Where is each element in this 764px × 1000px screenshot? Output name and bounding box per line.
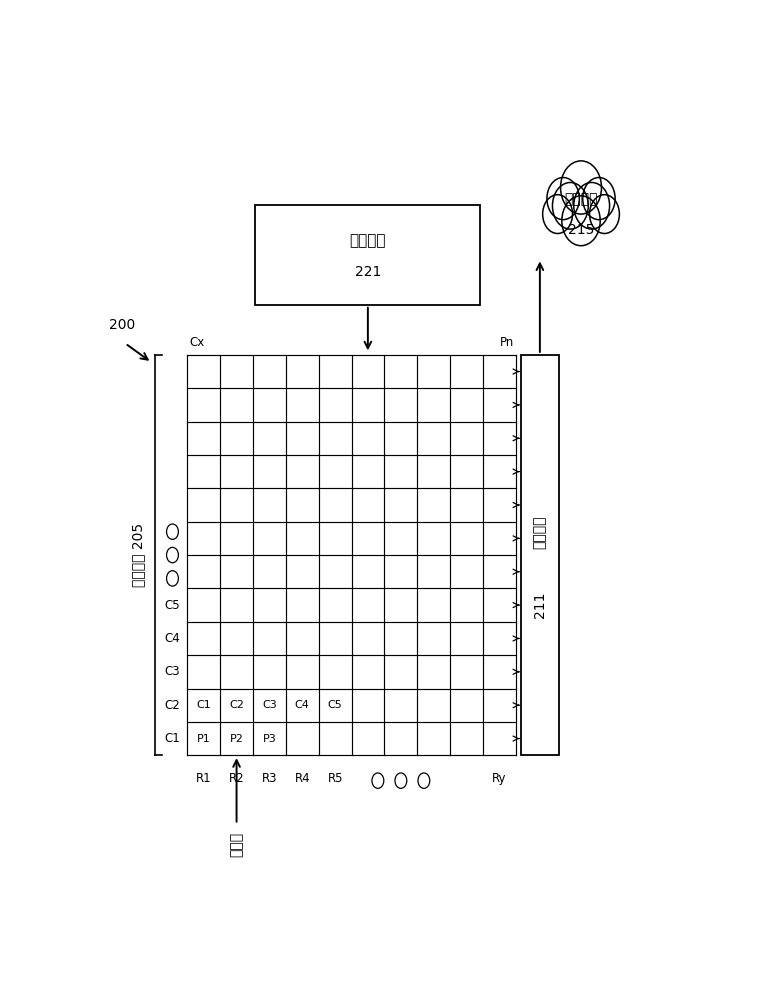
Circle shape xyxy=(395,773,406,788)
Text: 功能逻辑: 功能逻辑 xyxy=(565,192,597,206)
Text: C1: C1 xyxy=(196,700,211,710)
Text: C1: C1 xyxy=(164,732,180,745)
Text: P2: P2 xyxy=(230,734,244,744)
Circle shape xyxy=(372,773,384,788)
Circle shape xyxy=(562,196,601,246)
Bar xyxy=(255,205,481,305)
Text: P1: P1 xyxy=(197,734,211,744)
Text: C2: C2 xyxy=(229,700,244,710)
Text: C3: C3 xyxy=(164,665,180,678)
Text: 控制电路: 控制电路 xyxy=(350,233,386,248)
Text: Pn: Pn xyxy=(500,336,514,349)
Text: R3: R3 xyxy=(262,772,277,785)
Text: Ry: Ry xyxy=(492,772,507,785)
Text: C4: C4 xyxy=(164,632,180,645)
Circle shape xyxy=(418,773,430,788)
Text: 200: 200 xyxy=(109,318,135,332)
Text: Cx: Cx xyxy=(189,336,204,349)
Text: C5: C5 xyxy=(164,599,180,612)
Text: 211: 211 xyxy=(533,592,547,618)
Text: R1: R1 xyxy=(196,772,212,785)
Circle shape xyxy=(552,182,588,229)
Circle shape xyxy=(167,524,179,539)
Bar xyxy=(520,355,559,755)
Text: 像素阵列 205: 像素阵列 205 xyxy=(131,523,145,587)
Text: 221: 221 xyxy=(354,265,381,279)
Text: C2: C2 xyxy=(164,699,180,712)
Text: C4: C4 xyxy=(295,700,309,710)
Text: C3: C3 xyxy=(262,700,277,710)
Text: C5: C5 xyxy=(328,700,342,710)
Circle shape xyxy=(167,571,179,586)
Circle shape xyxy=(574,182,610,229)
Circle shape xyxy=(167,547,179,563)
Circle shape xyxy=(590,195,620,233)
Text: 读出电路: 读出电路 xyxy=(533,515,547,549)
Circle shape xyxy=(561,161,601,214)
Circle shape xyxy=(583,178,615,220)
Circle shape xyxy=(547,178,579,220)
Text: P3: P3 xyxy=(263,734,277,744)
Text: R4: R4 xyxy=(294,772,310,785)
Text: R5: R5 xyxy=(328,772,343,785)
Circle shape xyxy=(542,195,572,233)
Text: 215: 215 xyxy=(568,223,594,237)
Text: 读出列: 读出列 xyxy=(229,832,244,857)
Text: R2: R2 xyxy=(228,772,244,785)
